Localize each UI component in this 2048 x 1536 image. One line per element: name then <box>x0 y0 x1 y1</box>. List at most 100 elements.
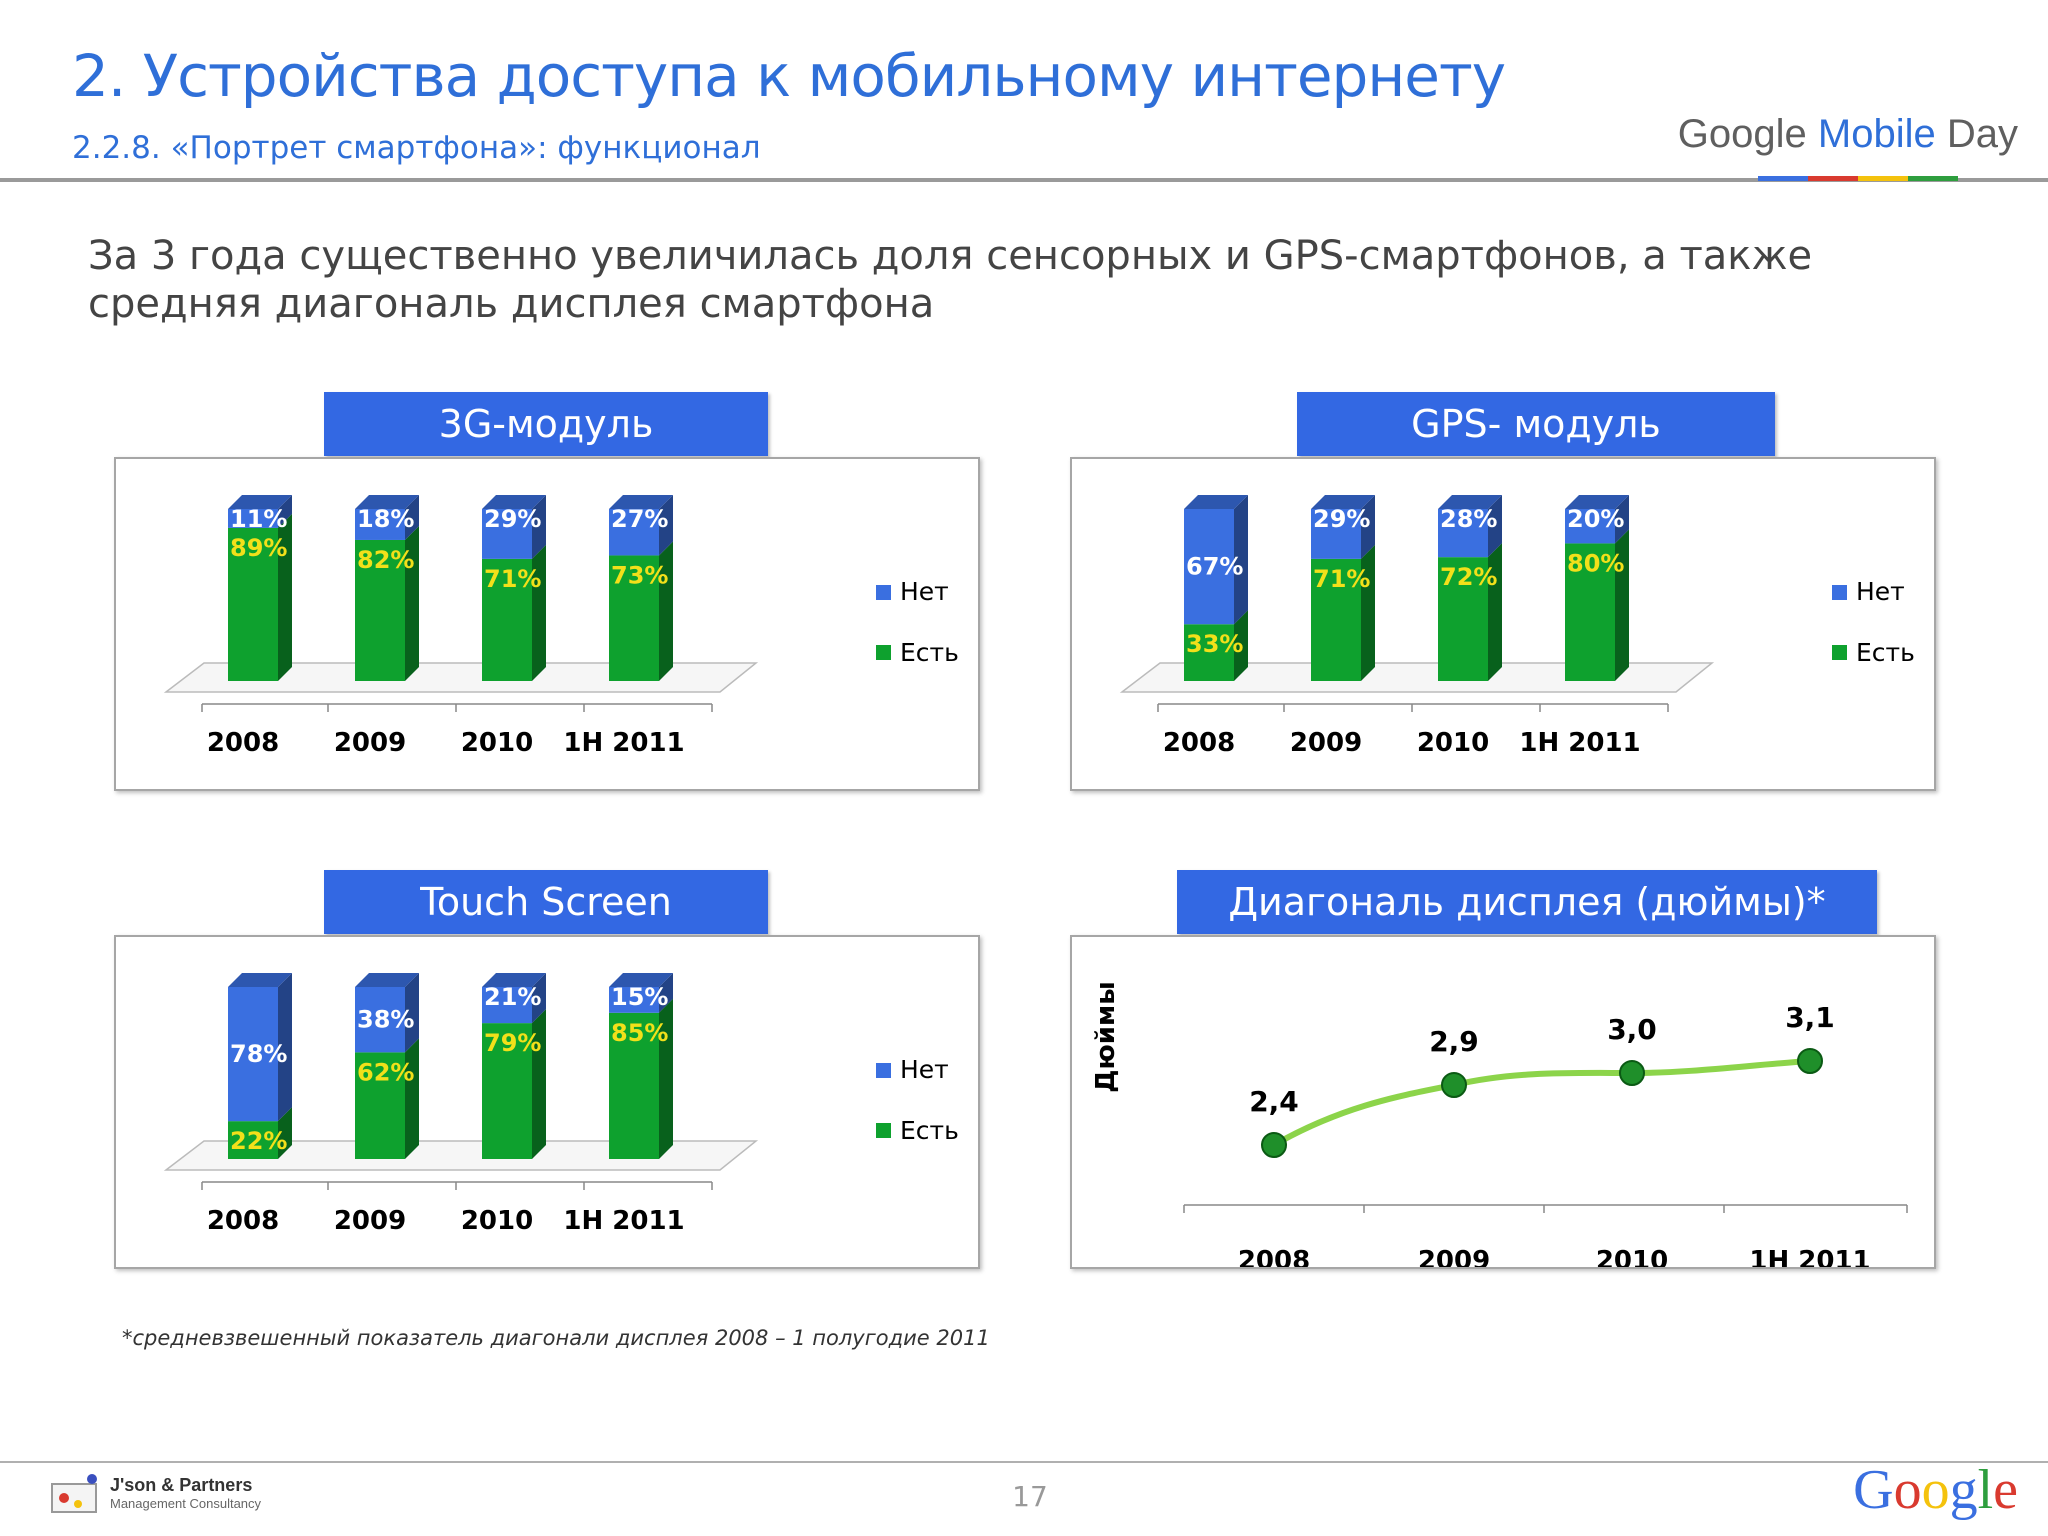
bar-segment-no <box>355 987 405 1053</box>
bar-segment-no <box>482 509 532 559</box>
bar-label-yes: 62% <box>357 1058 414 1086</box>
x-tick-label: 2010 <box>461 728 533 758</box>
legend-label-yes: Есть <box>1856 638 1915 667</box>
bar-segment-yes <box>1184 624 1234 681</box>
google-logo-letter: e <box>1993 1459 2018 1521</box>
chart-floor <box>1119 662 1715 693</box>
chart-3g-module: 89%11% 2008 82% 18% 2009 71% 29% 2010 73% 27% 1H 2… <box>163 495 959 758</box>
bar-label-yes: 82% <box>357 546 414 574</box>
logo-day-text: Day <box>1946 112 2018 156</box>
bar-segment-yes <box>482 1023 532 1159</box>
bar-label-no: 29% <box>484 505 541 533</box>
bar-side-yes <box>405 525 419 681</box>
legend-label-no: Нет <box>900 1055 949 1084</box>
bar-top <box>1565 495 1629 509</box>
bar-label-no: 78% <box>230 1040 287 1068</box>
bar-segment-no <box>482 987 532 1024</box>
logo-color-strip <box>1758 176 1958 181</box>
chart-title-diagonal: Диагональ дисплея (дюймы)* <box>1177 870 1877 934</box>
bar-label-yes: 79% <box>484 1029 541 1057</box>
data-point <box>1441 1072 1467 1098</box>
bar-side-yes <box>1361 544 1375 681</box>
x-tick-label: 2009 <box>334 728 406 758</box>
bar-segment-no <box>1184 509 1234 625</box>
bar-top <box>1184 495 1248 509</box>
bar-segment-yes <box>482 558 532 681</box>
bar-side-no <box>405 973 419 1053</box>
bar-label-no: 38% <box>357 1006 414 1034</box>
chart-title-3g: 3G-модуль <box>324 392 768 456</box>
chart-display-diagonal: Дюймы 2,4 2008 2,9 2009 3,0 2010 3,1 1H 2011 <box>1091 981 1908 1267</box>
bar-top <box>228 973 292 987</box>
google-logo: Google <box>1853 1458 2018 1522</box>
bar-side-yes <box>1615 529 1629 681</box>
bar-top <box>482 495 546 509</box>
legend-swatch-no <box>1832 585 1847 600</box>
bar-label-no: 20% <box>1567 505 1624 533</box>
data-point <box>1261 1132 1287 1158</box>
data-label: 2,4 <box>1249 1085 1299 1118</box>
bar-label-yes: 72% <box>1440 563 1497 591</box>
bar-side-yes <box>532 1009 546 1159</box>
header-divider <box>0 178 2048 182</box>
google-logo-letter: o <box>1893 1459 1922 1521</box>
x-tick-label: 1H 2011 <box>563 728 684 758</box>
bar-top <box>355 973 419 987</box>
bar-segment-yes <box>1311 558 1361 681</box>
bar-segment-yes <box>1565 543 1615 681</box>
x-tick-label: 2010 <box>461 1206 533 1236</box>
bar-label-no: 29% <box>1313 505 1370 533</box>
bar-segment-yes <box>355 539 405 681</box>
bar-segment-no <box>609 509 659 556</box>
y-axis-title: Дюймы <box>1091 981 1121 1092</box>
chart-panel-3g: 89% 11% 2008 82% 18% 2009 71% 29% 2010 73% 27% 1H 2… <box>114 457 980 791</box>
data-label: 2,9 <box>1429 1025 1479 1058</box>
bar-side-no <box>1488 495 1502 558</box>
series-line <box>1271 1058 1813 1148</box>
bar-top <box>1311 495 1375 509</box>
bar-top <box>1438 495 1502 509</box>
x-tick-label: 2010 <box>1596 1246 1668 1267</box>
chart-title-touch: Touch Screen <box>324 870 768 934</box>
bar-label-no: 21% <box>484 983 541 1011</box>
legend-swatch-yes <box>1832 645 1847 660</box>
google-logo-letter: g <box>1949 1459 1978 1521</box>
bar-side-yes <box>532 544 546 681</box>
bar-segment-yes <box>228 1121 278 1159</box>
bar-label-yes: 71% <box>484 565 541 593</box>
bar-segment-no <box>355 509 405 540</box>
bar-segment-yes <box>228 527 278 681</box>
x-tick-label: 2009 <box>334 1206 406 1236</box>
bar-side-no <box>278 495 292 528</box>
legend-swatch-yes <box>876 1123 891 1138</box>
bar-label-yes: 85% <box>611 1019 668 1047</box>
x-tick-label: 2010 <box>1417 728 1489 758</box>
bar-segment-yes <box>1438 557 1488 681</box>
google-logo-letter: G <box>1853 1459 1894 1521</box>
bar-side-no <box>1234 495 1248 625</box>
bar-top <box>482 973 546 987</box>
bar-side-yes <box>278 513 292 681</box>
bar-side-no <box>405 495 419 540</box>
x-tick-label: 1H 2011 <box>563 1206 684 1236</box>
x-tick-label: 2009 <box>1418 1246 1490 1267</box>
bar-top <box>355 495 419 509</box>
bar-segment-no <box>228 509 278 528</box>
google-mobile-day-logo: Google Mobile Day <box>1678 112 2018 157</box>
legend-label-yes: Есть <box>900 638 959 667</box>
bar-label-no: 67% <box>1186 553 1243 581</box>
x-tick-label: 2008 <box>207 728 279 758</box>
x-tick-label: 2009 <box>1290 728 1362 758</box>
bar-segment-yes <box>609 555 659 681</box>
legend-label-no: Нет <box>1856 577 1905 606</box>
footnote: *средневзвешенный показатель диагонали д… <box>122 1326 990 1350</box>
x-tick-label: 1H 2011 <box>1749 1246 1870 1267</box>
legend-label-yes: Есть <box>900 1116 959 1145</box>
partner-logo-icon <box>51 1474 97 1513</box>
legend-swatch-no <box>876 585 891 600</box>
partner-name: J'son & Partners <box>110 1475 253 1495</box>
bar-side-no <box>659 495 673 556</box>
headline: За 3 года существенно увеличилась доля с… <box>88 233 1813 327</box>
bar-side-no <box>659 973 673 1013</box>
bar-side-yes <box>1488 543 1502 681</box>
